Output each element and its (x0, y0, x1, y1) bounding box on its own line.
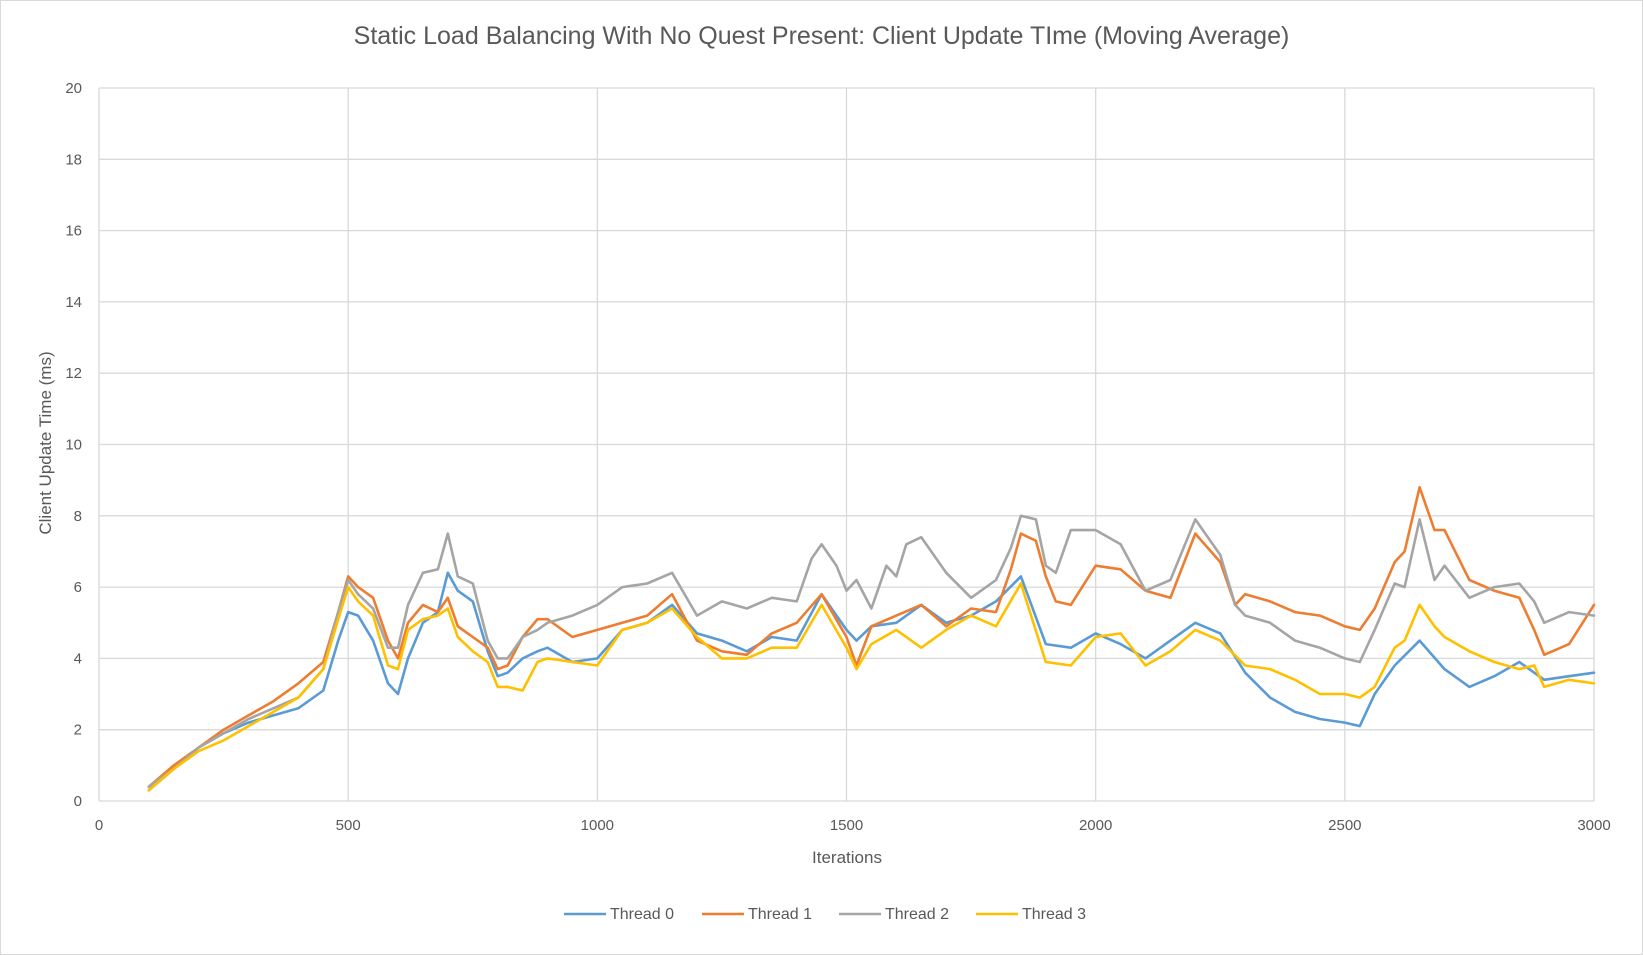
y-tick-label: 0 (74, 793, 82, 810)
y-tick-label: 18 (65, 151, 82, 168)
y-tick-label: 6 (74, 579, 82, 596)
legend-label: Thread 0 (610, 906, 674, 923)
y-axis-ticks: 0 2 4 6 8 10 12 14 16 18 20 (65, 80, 82, 810)
x-tick-label: 1500 (830, 817, 863, 834)
legend-label: Thread 2 (885, 906, 949, 923)
y-tick-label: 14 (65, 294, 82, 311)
y-tick-label: 10 (65, 437, 82, 454)
series-line-thread-2 (147, 514, 1596, 789)
x-tick-label: 1000 (581, 817, 614, 834)
chart-title: Static Load Balancing With No Quest Pres… (353, 22, 1290, 50)
y-tick-label: 8 (74, 508, 82, 525)
x-tick-label: 500 (336, 817, 361, 834)
x-axis-ticks: 0 500 1000 1500 2000 2500 3000 (95, 817, 1611, 834)
x-tick-label: 0 (95, 817, 103, 834)
series-line-thread-3 (147, 582, 1596, 792)
x-axis-title: Iterations (812, 848, 882, 867)
series-lines (147, 485, 1596, 792)
grid-lines (98, 87, 1595, 802)
x-tick-label: 2000 (1079, 817, 1112, 834)
series-line-thread-0 (147, 571, 1596, 792)
y-tick-label: 16 (65, 223, 82, 240)
series-line-thread-1 (147, 485, 1596, 789)
legend: Thread 0 Thread 1 Thread 2 Thread 3 (564, 906, 1086, 923)
y-tick-label: 12 (65, 365, 82, 382)
x-tick-label: 3000 (1577, 817, 1610, 834)
x-tick-label: 2500 (1328, 817, 1361, 834)
y-tick-label: 4 (74, 650, 82, 667)
y-axis-title: Client Update Time (ms) (36, 351, 55, 534)
legend-label: Thread 1 (748, 906, 812, 923)
y-tick-label: 2 (74, 722, 82, 739)
y-tick-label: 20 (65, 80, 82, 97)
legend-label: Thread 3 (1022, 906, 1086, 923)
